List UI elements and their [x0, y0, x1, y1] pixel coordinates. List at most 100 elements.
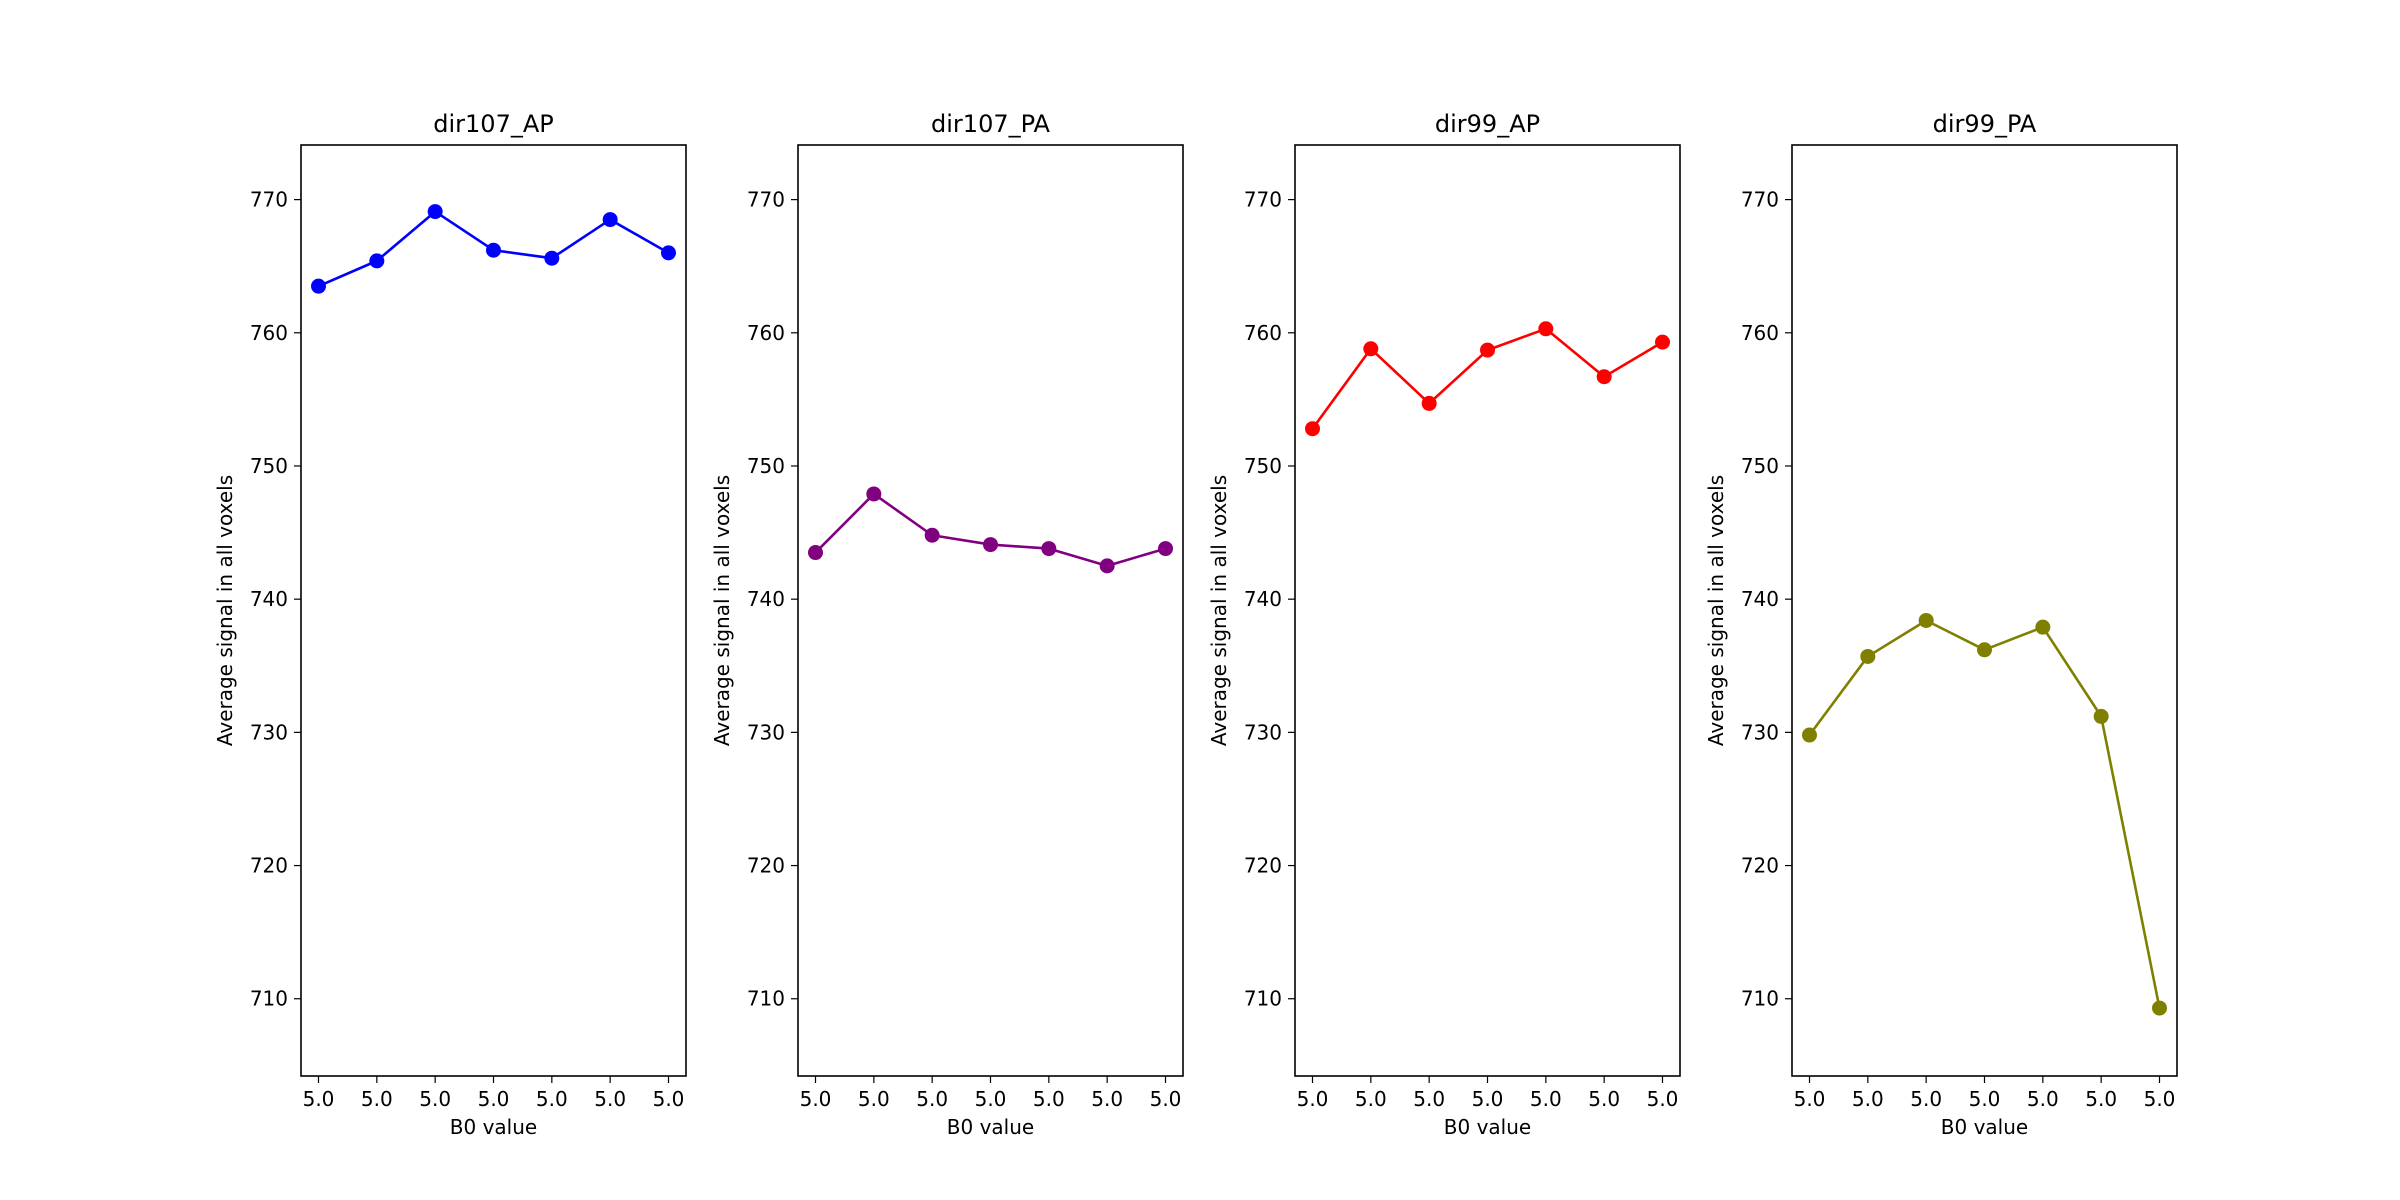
x-tick-label: 5.0 — [361, 1087, 393, 1111]
x-tick-label: 5.0 — [1969, 1087, 2001, 1111]
series-line — [814, 492, 1166, 568]
data-point — [1802, 727, 1817, 743]
x-tick-label: 5.0 — [1297, 1087, 1329, 1111]
x-tick-label: 5.0 — [1150, 1087, 1182, 1111]
y-tick-label: 740 — [747, 587, 785, 611]
data-point — [602, 212, 618, 228]
chart-panel-3: 710 720 730 740 750 760 770 5.0 5.0 5.0 5.0 5.0 5.0 5… — [1207, 110, 1681, 1139]
data-point — [2152, 1000, 2167, 1016]
chart-panel-4: 710 720 730 740 750 760 770 5.0 5.0 5.0 5.0 5.0 5.0 5… — [1704, 110, 2178, 1139]
y-tick-label: 760 — [747, 321, 785, 345]
x-tick-label: 5.0 — [536, 1087, 568, 1111]
x-tick-label: 5.0 — [1852, 1087, 1884, 1111]
axes-frame — [797, 144, 1184, 1077]
data-point — [1305, 421, 1320, 437]
y-tick-label: 760 — [250, 321, 288, 345]
y-axis-label: Average signal in all voxels — [1704, 475, 1728, 746]
y-tick-label: 720 — [1244, 854, 1282, 878]
data-point — [369, 253, 385, 269]
x-tick-label: 5.0 — [2027, 1087, 2059, 1111]
x-tick-label: 5.0 — [1091, 1087, 1123, 1111]
x-tick-label: 5.0 — [303, 1087, 335, 1111]
data-point — [311, 278, 326, 294]
data-point — [1538, 321, 1554, 337]
x-tick-label: 5.0 — [916, 1087, 948, 1111]
x-axis-label: B0 value — [947, 1115, 1034, 1139]
y-tick-label: 710 — [747, 987, 785, 1011]
y-tick-label: 710 — [250, 987, 288, 1011]
x-tick-label: 5.0 — [653, 1087, 685, 1111]
chart-title: dir99_PA — [1933, 110, 2037, 138]
chart-title: dir107_PA — [931, 110, 1051, 138]
y-tick-label: 740 — [1244, 587, 1282, 611]
data-point — [544, 250, 560, 266]
series-line — [1808, 619, 2161, 1009]
data-point — [808, 545, 823, 561]
axes-frame — [1791, 144, 2178, 1077]
data-point — [1860, 648, 1876, 664]
data-point — [924, 527, 940, 543]
x-tick-label: 5.0 — [1033, 1087, 1065, 1111]
data-point — [2093, 708, 2109, 724]
x-tick-label: 5.0 — [419, 1087, 451, 1111]
axes-frame — [300, 144, 687, 1077]
y-tick-label: 720 — [1741, 854, 1779, 878]
data-point — [1421, 395, 1437, 411]
y-tick-label: 710 — [1741, 987, 1779, 1011]
data-point — [1918, 612, 1934, 628]
x-tick-label: 5.0 — [800, 1087, 832, 1111]
x-axis-label: B0 value — [450, 1115, 537, 1139]
y-axis-label: Average signal in all voxels — [1207, 475, 1231, 746]
y-tick-label: 760 — [1244, 321, 1282, 345]
data-point — [1158, 541, 1173, 557]
x-tick-label: 5.0 — [858, 1087, 890, 1111]
y-tick-label: 750 — [1244, 454, 1282, 478]
y-tick-label: 740 — [250, 587, 288, 611]
y-tick-label: 720 — [250, 854, 288, 878]
y-tick-label: 740 — [1741, 587, 1779, 611]
y-tick-label: 750 — [747, 454, 785, 478]
x-axis-label: B0 value — [1941, 1115, 2028, 1139]
x-axis-label: B0 value — [1444, 1115, 1531, 1139]
data-point — [1480, 342, 1495, 358]
x-tick-label: 5.0 — [2085, 1087, 2117, 1111]
y-tick-label: 770 — [1741, 188, 1779, 212]
x-tick-label: 5.0 — [1472, 1087, 1504, 1111]
y-tick-label: 760 — [1741, 321, 1779, 345]
y-tick-label: 750 — [1741, 454, 1779, 478]
data-point — [1099, 558, 1115, 574]
y-tick-label: 770 — [747, 188, 785, 212]
data-point — [486, 242, 501, 258]
y-tick-label: 770 — [1244, 188, 1282, 212]
chart-panel-1: 710 720 730 740 750 760 770 5.0 5.0 5.0 5.0 5.0 5.0 5… — [213, 110, 687, 1139]
data-point — [2035, 619, 2051, 635]
data-point — [1363, 341, 1379, 357]
y-axis-label: Average signal in all voxels — [710, 475, 734, 746]
data-point — [1655, 334, 1670, 350]
chart-title: dir99_AP — [1435, 110, 1540, 138]
x-tick-label: 5.0 — [1588, 1087, 1620, 1111]
data-point — [866, 486, 882, 502]
x-tick-label: 5.0 — [1355, 1087, 1387, 1111]
data-point — [983, 537, 998, 553]
y-axis-label: Average signal in all voxels — [213, 475, 237, 746]
data-point — [1041, 541, 1057, 557]
y-tick-label: 730 — [747, 720, 785, 744]
x-tick-label: 5.0 — [1910, 1087, 1942, 1111]
data-point — [1596, 369, 1612, 385]
axes-frame — [1294, 144, 1681, 1077]
x-tick-label: 5.0 — [2144, 1087, 2176, 1111]
y-tick-label: 730 — [1741, 720, 1779, 744]
x-tick-label: 5.0 — [1530, 1087, 1562, 1111]
data-point — [1977, 642, 1992, 658]
x-tick-label: 5.0 — [1647, 1087, 1679, 1111]
x-tick-label: 5.0 — [478, 1087, 510, 1111]
y-tick-label: 710 — [1244, 987, 1282, 1011]
y-tick-label: 730 — [250, 720, 288, 744]
y-tick-label: 730 — [1244, 720, 1282, 744]
data-point — [427, 204, 443, 220]
x-tick-label: 5.0 — [594, 1087, 626, 1111]
chart-panel-2: 710 720 730 740 750 760 770 5.0 5.0 5.0 5.0 5.0 5.0 5… — [710, 110, 1184, 1139]
y-tick-label: 750 — [250, 454, 288, 478]
